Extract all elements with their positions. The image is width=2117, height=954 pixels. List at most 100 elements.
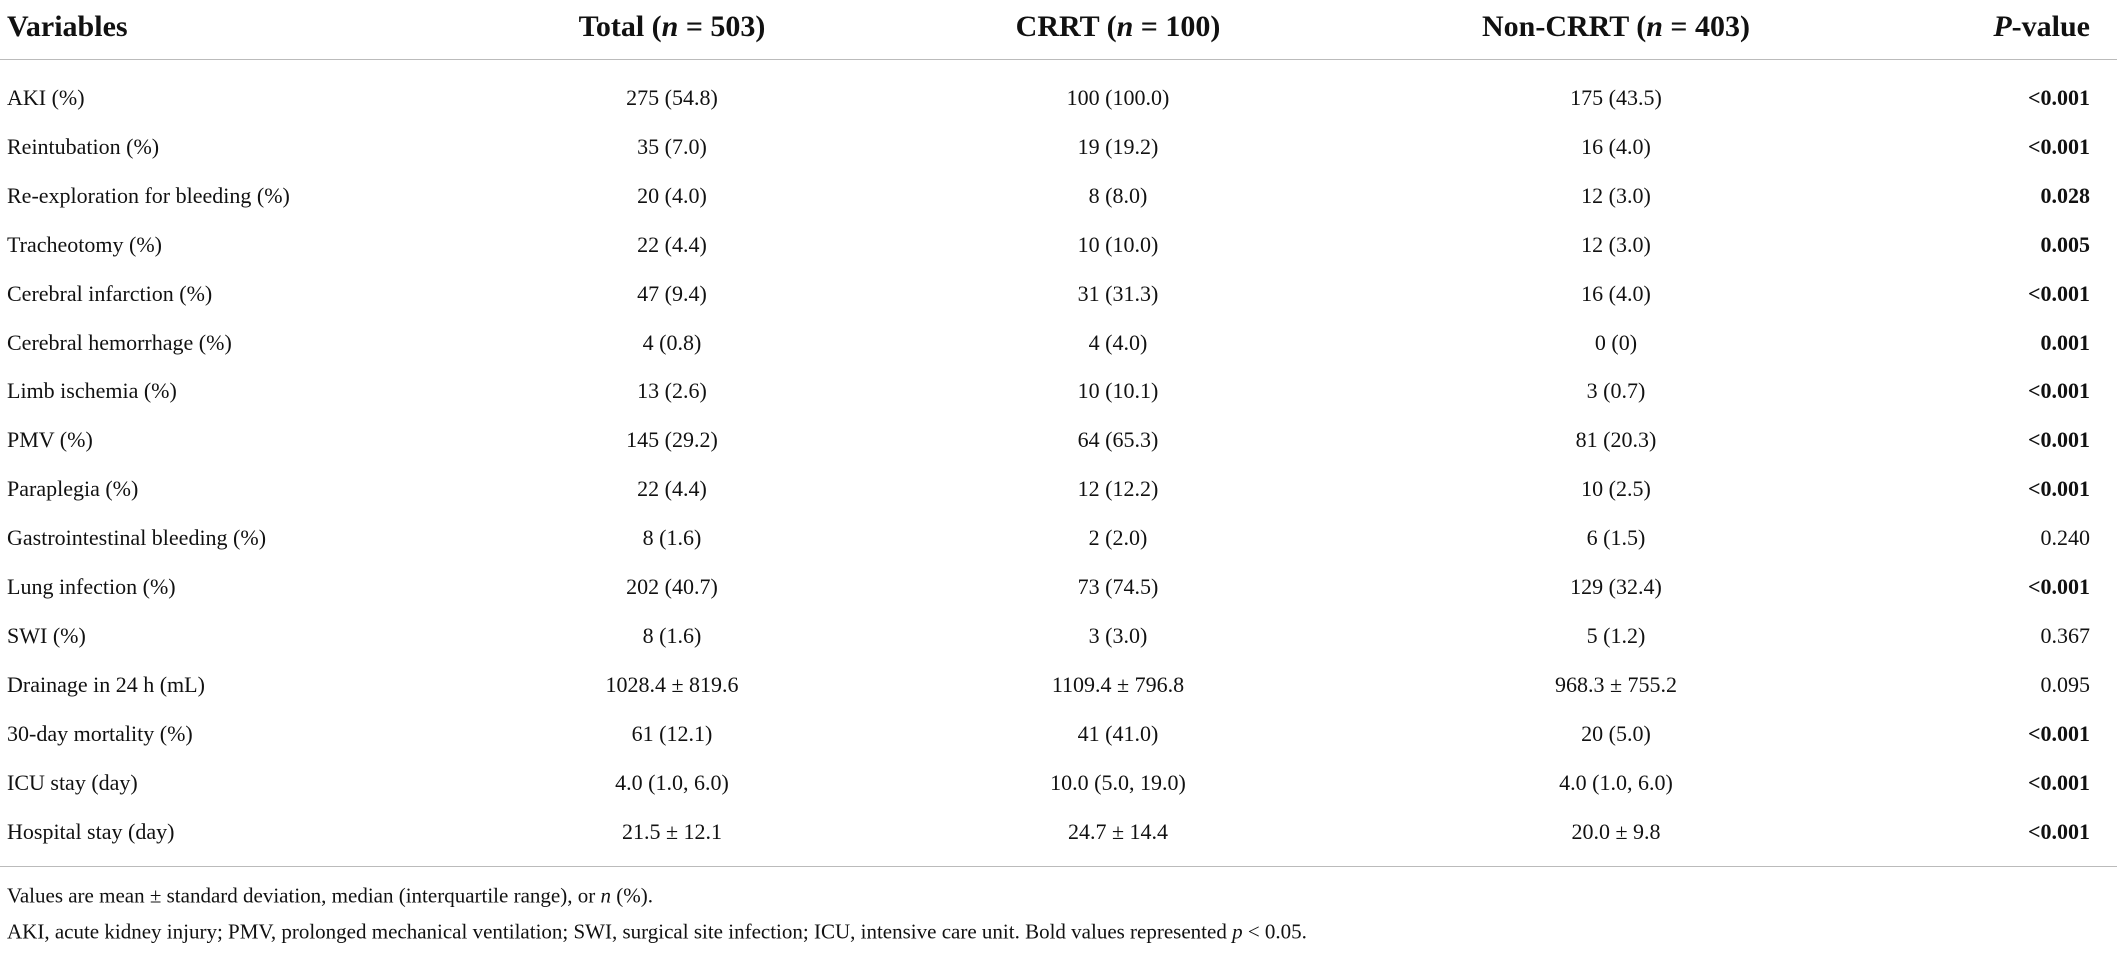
text-part: < 0.05. xyxy=(1242,919,1307,944)
text-part: Variables xyxy=(7,10,128,43)
row-label: Paraplegia (%) xyxy=(7,476,139,502)
text-part: P xyxy=(1993,10,2012,43)
cell-value: 61 (12.1) xyxy=(631,720,713,746)
text-part: = 403) xyxy=(1662,10,1751,43)
cell-value: 19 (19.2) xyxy=(1077,133,1159,159)
cell-value: 1028.4 ± 819.6 xyxy=(605,671,739,697)
cell-value: 8 (8.0) xyxy=(1088,182,1148,208)
cell-value: 8 (1.6) xyxy=(642,622,702,648)
cell-value: <0.001 xyxy=(2027,280,2090,306)
row-label: Cerebral infarction (%) xyxy=(7,280,213,306)
cell-value: 12 (3.0) xyxy=(1581,182,1651,208)
header-cell: Variables xyxy=(7,10,128,44)
row-label: Lung infection (%) xyxy=(7,574,176,599)
cell-value: <0.001 xyxy=(2027,427,2090,453)
row-label: Re-exploration for bleeding (%) xyxy=(7,182,290,208)
cell-value: 0.240 xyxy=(2040,525,2091,551)
cell-value: 4.0 (1.0, 6.0) xyxy=(615,769,729,795)
row-label: PMV (%) xyxy=(7,427,93,453)
cell-value: 31 (31.3) xyxy=(1077,280,1159,306)
cell-value: 3 (3.0) xyxy=(1088,622,1148,648)
text-part: Total ( xyxy=(578,10,662,43)
row-label: Reintubation (%) xyxy=(7,133,160,159)
row-label: AKI (%) xyxy=(7,85,85,110)
cell-value: 129 (32.4) xyxy=(1570,574,1662,599)
row-label: 30-day mortality (%) xyxy=(7,720,193,746)
row-label: ICU stay (day) xyxy=(7,769,138,795)
cell-value: 16 (4.0) xyxy=(1581,280,1651,306)
cell-value: 47 (9.4) xyxy=(637,280,707,306)
cell-value: 175 (43.5) xyxy=(1570,85,1662,110)
bottom-rule xyxy=(0,866,2117,867)
cell-value: 202 (40.7) xyxy=(626,574,718,599)
cell-value: 64 (65.3) xyxy=(1077,427,1159,453)
text-part: n xyxy=(1116,10,1134,43)
cell-value: 13 (2.6) xyxy=(637,378,707,404)
cell-value: <0.001 xyxy=(2027,818,2090,844)
cell-value: 8 (1.6) xyxy=(642,525,702,551)
cell-value: 20 (4.0) xyxy=(637,182,707,208)
cell-value: <0.001 xyxy=(2027,476,2090,502)
cell-value: 21.5 ± 12.1 xyxy=(621,818,723,844)
cell-value: <0.001 xyxy=(2027,720,2090,746)
cell-value: 3 (0.7) xyxy=(1586,378,1646,404)
cell-value: 145 (29.2) xyxy=(626,427,718,453)
cell-value: 275 (54.8) xyxy=(626,85,718,110)
text-part: p xyxy=(1232,919,1243,944)
cell-value: 1109.4 ± 796.8 xyxy=(1051,671,1185,697)
text-part: n xyxy=(1646,10,1663,43)
text-part: = 100) xyxy=(1133,10,1221,43)
cell-value: <0.001 xyxy=(2027,85,2090,110)
text-part: AKI, acute kidney injury; PMV, prolonged… xyxy=(7,919,1233,944)
row-label: Cerebral hemorrhage (%) xyxy=(7,329,232,355)
text-part: = 503) xyxy=(678,10,766,43)
text-part: CRRT ( xyxy=(1015,10,1117,43)
cell-value: 0.028 xyxy=(2040,182,2091,208)
cell-value: 0.005 xyxy=(2040,231,2091,257)
cell-value: 968.3 ± 755.2 xyxy=(1554,671,1678,697)
cell-value: 4.0 (1.0, 6.0) xyxy=(1559,769,1673,795)
cell-value: 20 (5.0) xyxy=(1581,720,1651,746)
cell-value: 24.7 ± 14.4 xyxy=(1067,818,1169,844)
cell-value: 41 (41.0) xyxy=(1077,720,1159,746)
header-cell: Total (n = 503) xyxy=(579,10,766,44)
row-label: Limb ischemia (%) xyxy=(7,378,177,404)
text-part: n xyxy=(600,883,611,908)
cell-value: 5 (1.2) xyxy=(1586,622,1646,648)
cell-value: 12 (12.2) xyxy=(1077,476,1159,502)
cell-value: 0 (0) xyxy=(1594,329,1638,355)
cell-value: 22 (4.4) xyxy=(637,476,707,502)
cell-value: 81 (20.3) xyxy=(1575,427,1657,453)
cell-value: <0.001 xyxy=(2027,378,2090,404)
header-cell: P-value xyxy=(1993,10,2090,44)
cell-value: 10.0 (5.0, 19.0) xyxy=(1050,769,1186,795)
cell-value: 16 (4.0) xyxy=(1581,133,1651,159)
cell-value: 2 (2.0) xyxy=(1088,525,1148,551)
cell-value: 4 (4.0) xyxy=(1088,329,1148,355)
cell-value: 0.001 xyxy=(2040,329,2091,355)
footnote: AKI, acute kidney injury; PMV, prolonged… xyxy=(7,920,1307,945)
cell-value: 10 (10.1) xyxy=(1077,378,1159,404)
cell-value: 0.095 xyxy=(2040,671,2091,697)
header-cell: CRRT (n = 100) xyxy=(1016,10,1221,44)
cell-value: 22 (4.4) xyxy=(637,231,707,257)
cell-value: 12 (3.0) xyxy=(1581,231,1651,257)
header-rule xyxy=(0,59,2117,60)
text-part: -value xyxy=(2011,10,2090,43)
cell-value: 6 (1.5) xyxy=(1586,525,1646,551)
cell-value: <0.001 xyxy=(2027,769,2090,795)
row-label: SWI (%) xyxy=(7,622,86,648)
row-label: Hospital stay (day) xyxy=(7,818,175,844)
row-label: Drainage in 24 h (mL) xyxy=(7,671,205,697)
cell-value: 10 (2.5) xyxy=(1581,476,1651,502)
text-part: n xyxy=(661,10,679,43)
cell-value: <0.001 xyxy=(2027,574,2090,599)
cell-value: 20.0 ± 9.8 xyxy=(1571,818,1661,844)
text-part: (%). xyxy=(610,883,653,908)
cell-value: 100 (100.0) xyxy=(1066,85,1170,110)
text-part: Non-CRRT ( xyxy=(1481,10,1647,43)
cell-value: 0.367 xyxy=(2040,622,2091,648)
header-cell: Non-CRRT (n = 403) xyxy=(1482,10,1750,44)
row-label: Tracheotomy (%) xyxy=(7,231,162,257)
cell-value: 73 (74.5) xyxy=(1077,574,1159,599)
